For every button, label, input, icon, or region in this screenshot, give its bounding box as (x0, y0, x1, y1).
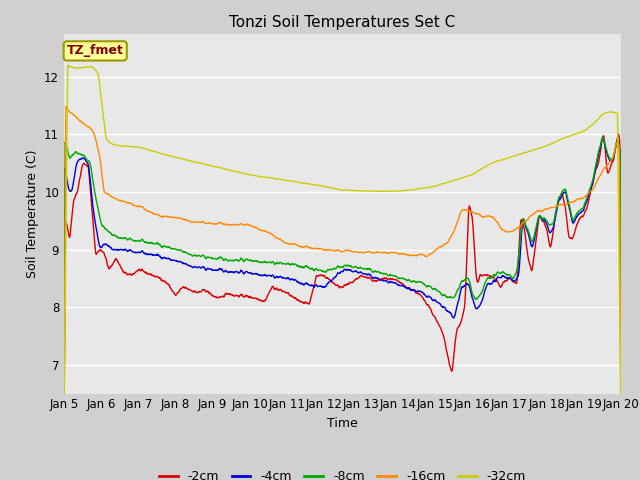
Y-axis label: Soil Temperature (C): Soil Temperature (C) (26, 149, 38, 278)
X-axis label: Time: Time (327, 417, 358, 430)
Legend: -2cm, -4cm, -8cm, -16cm, -32cm: -2cm, -4cm, -8cm, -16cm, -32cm (154, 465, 531, 480)
Text: TZ_fmet: TZ_fmet (67, 44, 124, 58)
Title: Tonzi Soil Temperatures Set C: Tonzi Soil Temperatures Set C (229, 15, 456, 30)
